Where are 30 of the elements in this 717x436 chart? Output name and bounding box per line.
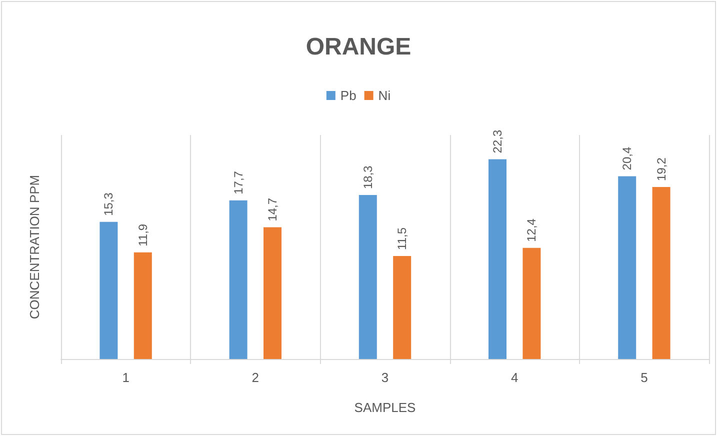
x-tick-label: 2 xyxy=(252,370,260,385)
data-label: 19,2 xyxy=(654,157,668,181)
bar xyxy=(264,227,282,359)
bar xyxy=(652,186,670,359)
bar xyxy=(229,200,248,359)
bar xyxy=(488,159,506,359)
data-label: 17,7 xyxy=(231,170,246,194)
bar xyxy=(134,252,152,359)
legend-label: Pb xyxy=(340,88,356,103)
data-label: 11,9 xyxy=(136,224,150,246)
data-label: 11,5 xyxy=(395,227,410,250)
data-label: 15,3 xyxy=(102,192,116,216)
data-label: 20,4 xyxy=(620,146,634,170)
legend-label: Ni xyxy=(378,88,391,103)
bar xyxy=(100,222,118,359)
chart-title: ORANGE xyxy=(306,34,412,60)
x-tick-label: 4 xyxy=(510,370,518,385)
bar xyxy=(358,195,377,359)
x-tick-label: 3 xyxy=(381,370,389,385)
x-tick-label: 1 xyxy=(122,370,130,385)
bar xyxy=(393,256,412,359)
data-label: 18,3 xyxy=(360,165,375,190)
bar xyxy=(618,176,636,359)
x-axis-title: SAMPLES xyxy=(354,400,416,415)
x-tick-label: 5 xyxy=(640,370,648,385)
data-label: 22,3 xyxy=(490,130,504,154)
data-label: 14,7 xyxy=(266,198,280,222)
y-axis-title: CONCENTRATION PPM xyxy=(27,174,42,320)
data-label: 12,4 xyxy=(524,218,539,242)
bar xyxy=(522,248,541,359)
